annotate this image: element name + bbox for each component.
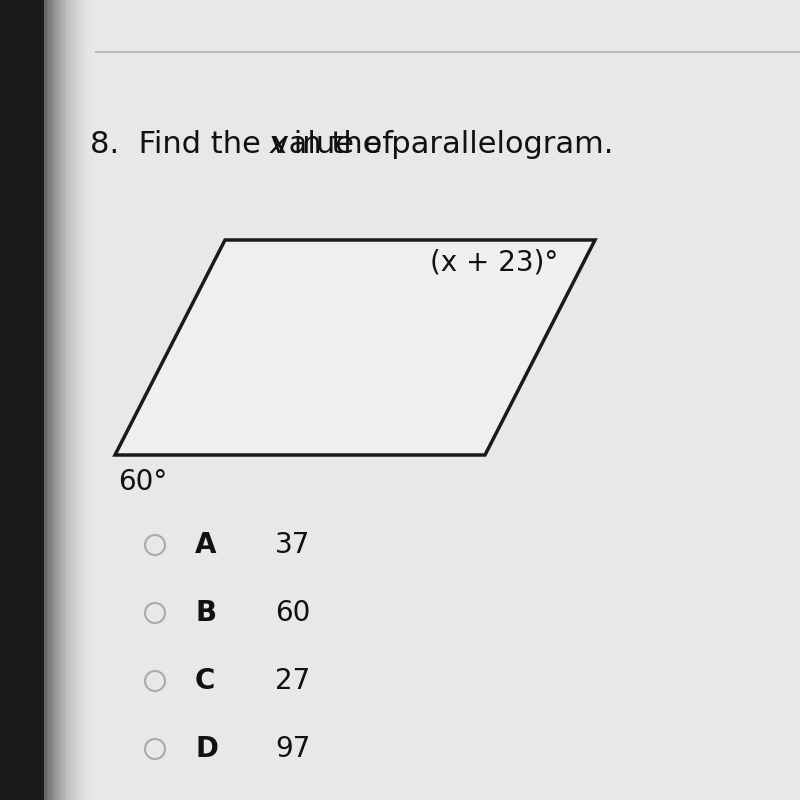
- Bar: [59, 0, 62, 800]
- Bar: [65, 0, 67, 800]
- Text: x: x: [270, 130, 288, 159]
- Bar: [46, 0, 50, 800]
- Bar: [73, 0, 75, 800]
- Text: D: D: [195, 735, 218, 763]
- Bar: [67, 0, 70, 800]
- Text: 60°: 60°: [118, 468, 167, 496]
- Text: 97: 97: [275, 735, 310, 763]
- Text: 8.  Find the value of: 8. Find the value of: [90, 130, 402, 159]
- Bar: [94, 0, 96, 800]
- Bar: [62, 0, 65, 800]
- Text: C: C: [195, 667, 215, 695]
- Bar: [54, 0, 57, 800]
- Bar: [70, 0, 73, 800]
- Text: (x + 23)°: (x + 23)°: [430, 248, 558, 276]
- Text: B: B: [195, 599, 216, 627]
- Bar: [83, 0, 86, 800]
- Bar: [80, 0, 83, 800]
- Bar: [0, 0, 44, 800]
- Bar: [88, 0, 91, 800]
- Bar: [52, 0, 54, 800]
- Bar: [78, 0, 80, 800]
- Bar: [50, 0, 52, 800]
- Text: in the parallelogram.: in the parallelogram.: [284, 130, 614, 159]
- Bar: [44, 0, 46, 800]
- Bar: [91, 0, 94, 800]
- Polygon shape: [115, 240, 595, 455]
- Bar: [86, 0, 88, 800]
- Bar: [75, 0, 78, 800]
- Text: A: A: [195, 531, 217, 559]
- Bar: [57, 0, 59, 800]
- Text: 37: 37: [275, 531, 310, 559]
- Text: 27: 27: [275, 667, 310, 695]
- Text: 60: 60: [275, 599, 310, 627]
